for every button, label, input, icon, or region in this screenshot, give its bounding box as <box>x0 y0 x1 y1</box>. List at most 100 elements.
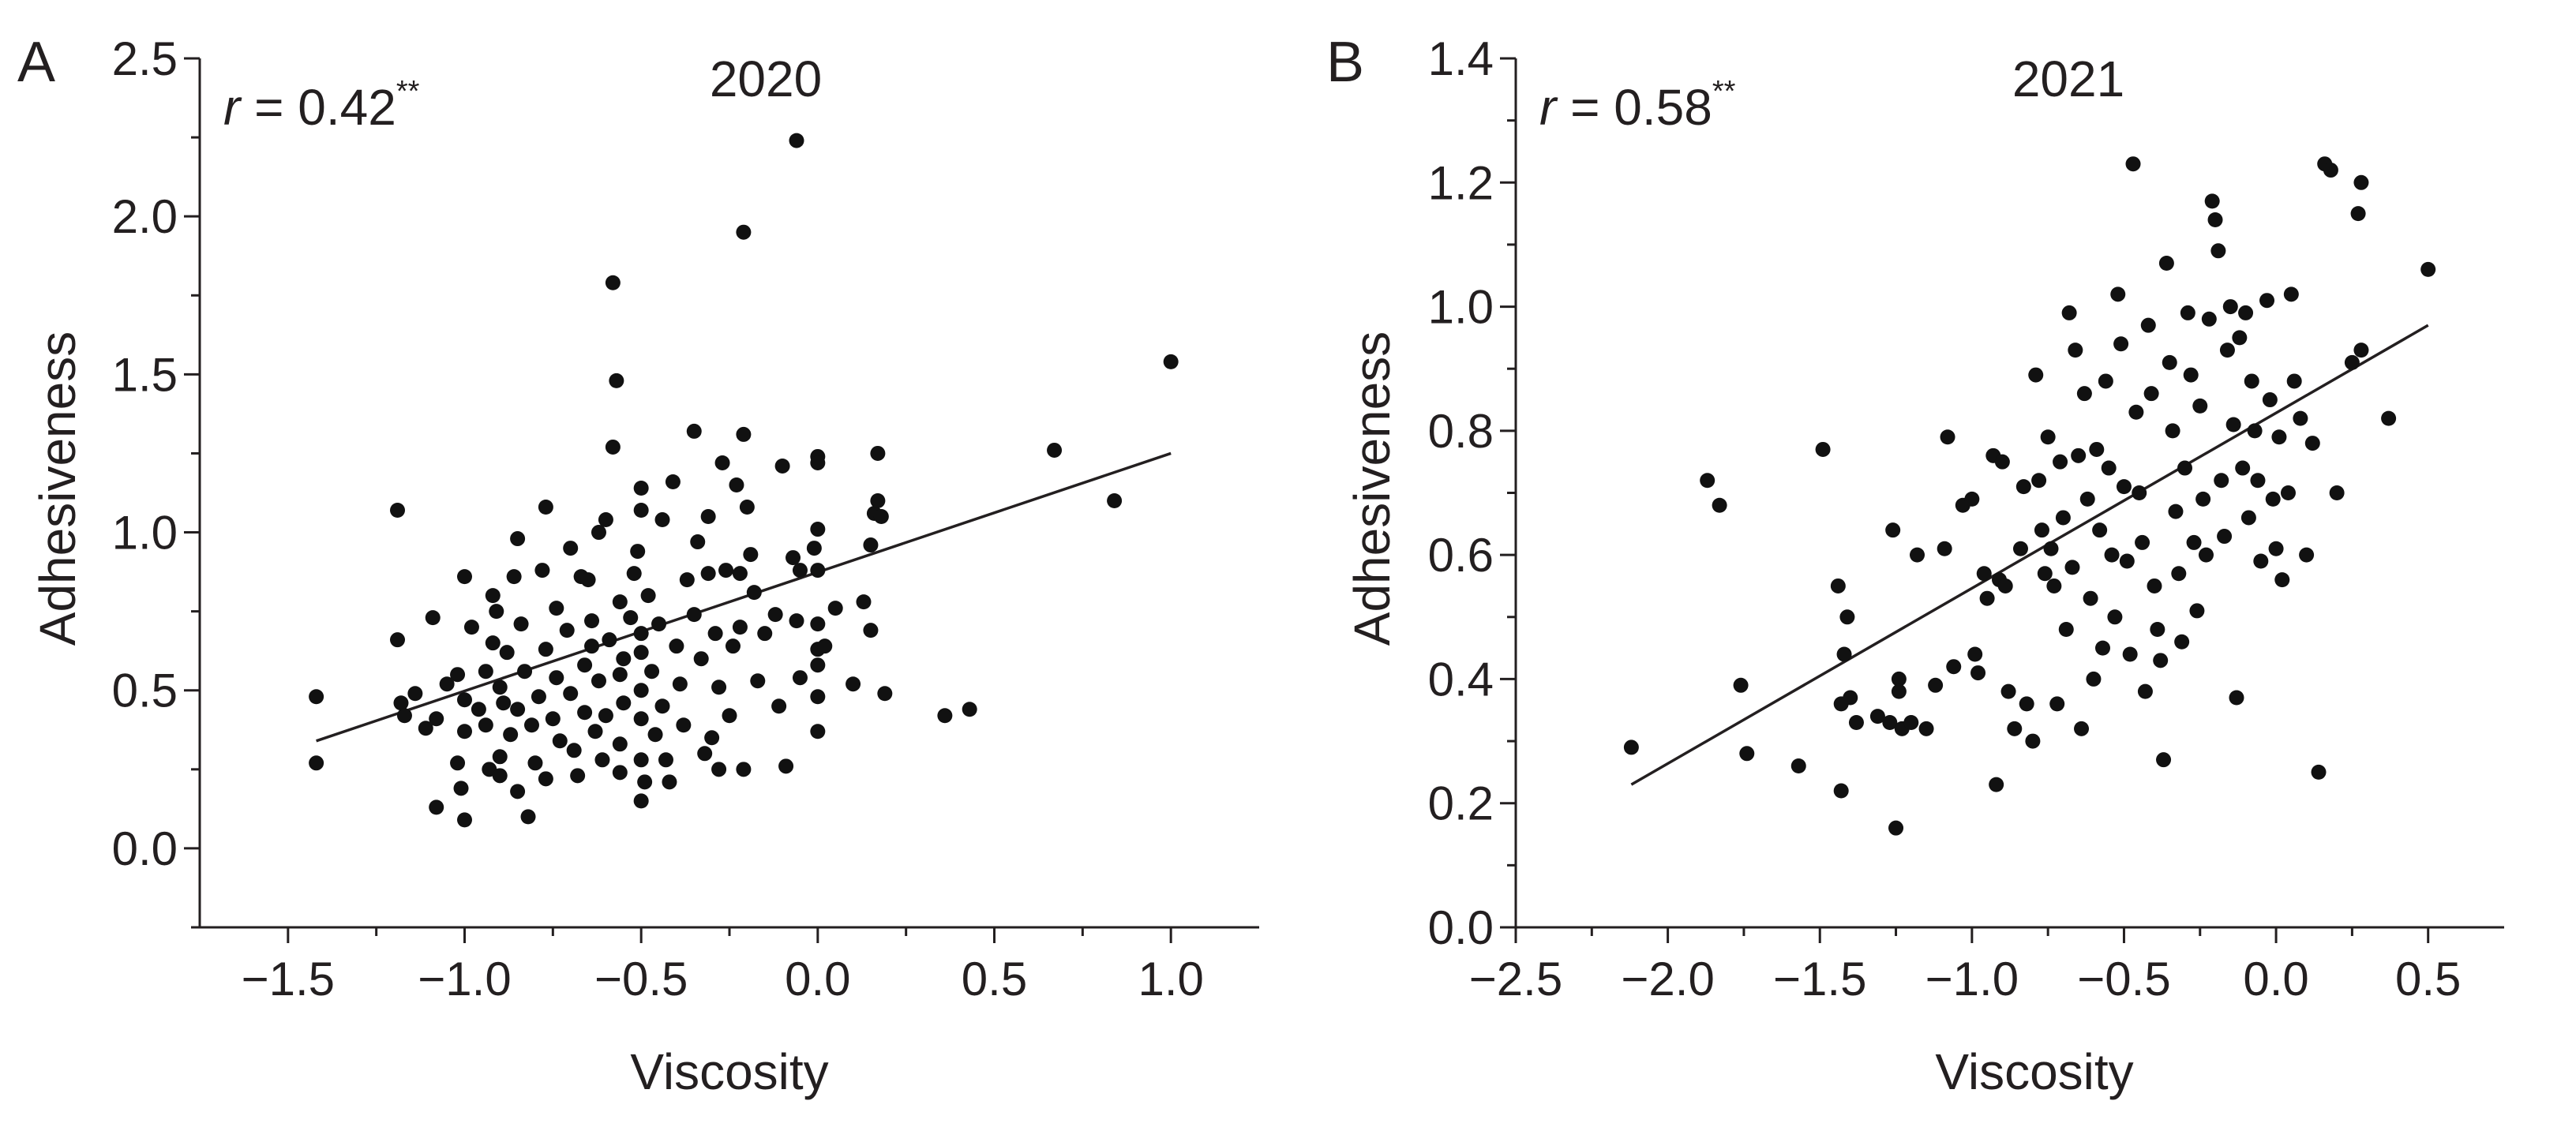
data-point-a <box>1163 354 1179 369</box>
data-point-a <box>697 746 713 762</box>
data-point-b <box>1989 777 2004 792</box>
data-point-a <box>1107 493 1123 509</box>
data-point-b <box>2076 386 2092 402</box>
data-point-a <box>877 686 893 702</box>
data-point-a <box>563 541 579 556</box>
data-point-b <box>2329 485 2345 500</box>
x-tick-label-b: −2.5 <box>1469 953 1562 1005</box>
x-tick-label-a: −1.0 <box>418 953 511 1005</box>
data-point-b <box>1964 491 1980 507</box>
data-point-b <box>2171 566 2187 582</box>
data-point-a <box>594 752 610 768</box>
data-point-a <box>700 509 716 525</box>
x-tick-label-b: −0.5 <box>2077 953 2170 1005</box>
data-point-b <box>1739 746 1755 762</box>
data-point-b <box>2034 522 2049 538</box>
data-point-a <box>616 651 632 667</box>
x-axis-label-a: Viscosity <box>630 1043 828 1100</box>
x-tick-label-b: 0.0 <box>2243 953 2308 1005</box>
data-point-b <box>2049 696 2065 712</box>
data-point-b <box>2350 206 2366 222</box>
data-point-a <box>729 477 744 492</box>
data-point-a <box>711 680 727 695</box>
data-point-a <box>563 686 579 702</box>
data-point-b <box>2107 609 2123 625</box>
data-point-b <box>1712 497 1727 513</box>
data-point-b <box>2046 578 2062 593</box>
data-point-a <box>496 695 512 711</box>
data-point-b <box>2064 560 2080 575</box>
data-point-a <box>612 736 628 752</box>
data-point-b <box>2204 193 2220 209</box>
y-tick-label-b: 0.2 <box>1428 777 1494 830</box>
data-point-b <box>2311 764 2327 780</box>
data-point-a <box>937 708 953 724</box>
data-point-b <box>2094 640 2110 656</box>
data-point-a <box>647 727 663 743</box>
data-point-b <box>1843 690 1858 706</box>
data-point-a <box>743 547 759 563</box>
y-tick-label-b: 0.0 <box>1428 901 1494 954</box>
data-point-b <box>2207 212 2223 227</box>
data-point-a <box>309 755 324 771</box>
data-point-a <box>789 133 804 148</box>
data-point-a <box>863 623 879 638</box>
data-point-a <box>390 503 406 519</box>
y-tick-label-a: 0.0 <box>112 822 178 875</box>
plot-area-a: −1.5 −1.0 −0.5 0.0 0.5 1.0 0.0 0.5 1.0 1.5 2.0 2.5 <box>112 32 1259 1005</box>
data-point-a <box>633 793 649 809</box>
data-point-b <box>2259 293 2275 309</box>
data-point-b <box>2058 622 2074 638</box>
data-point-a <box>510 702 526 717</box>
x-axis-label-b: Viscosity <box>1935 1043 2133 1100</box>
data-point-a <box>510 531 526 547</box>
data-point-b <box>2116 479 2132 495</box>
data-point-a <box>584 613 600 629</box>
data-point-b <box>2053 454 2068 470</box>
data-point-a <box>549 601 564 616</box>
y-axis-label-a: Adhesiveness <box>29 331 86 646</box>
data-point-a <box>616 695 632 711</box>
data-point-b <box>2025 733 2041 749</box>
chart-title-b: 2021 <box>2012 51 2124 107</box>
correlation-label-b: r = 0.58** <box>1539 75 1736 136</box>
data-point-b <box>2156 752 2172 768</box>
data-point-a <box>633 645 649 661</box>
data-point-b <box>2089 441 2105 457</box>
x-tick-label-b: 0.5 <box>2395 953 2461 1005</box>
data-point-a <box>517 664 533 680</box>
data-point-a <box>672 676 688 692</box>
data-point-a <box>810 563 826 578</box>
data-point-a <box>538 642 553 657</box>
data-point-a <box>457 692 472 708</box>
data-point-a <box>873 509 889 525</box>
data-point-a <box>644 664 660 680</box>
data-point-b <box>1928 677 1944 693</box>
data-point-a <box>633 683 649 698</box>
data-point-a <box>492 680 508 695</box>
data-point-a <box>722 708 737 724</box>
data-point-a <box>767 607 783 623</box>
data-point-b <box>2074 721 2090 736</box>
data-point-a <box>732 620 748 635</box>
data-point-b <box>2293 410 2308 426</box>
data-point-b <box>2055 510 2071 526</box>
data-point-a <box>407 686 423 702</box>
data-point-b <box>1997 578 2013 593</box>
data-point-b <box>2344 354 2360 370</box>
data-point-b <box>2286 373 2302 389</box>
x-tick-label-b: −1.5 <box>1773 953 1866 1005</box>
data-point-b <box>2262 392 2278 408</box>
data-point-b <box>1885 522 1901 538</box>
data-point-b <box>1891 671 1907 687</box>
x-tick-label-b: −2.0 <box>1621 953 1714 1005</box>
data-point-a <box>463 620 479 635</box>
data-point-b <box>2083 590 2098 606</box>
data-point-a <box>457 724 472 739</box>
data-point-a <box>714 455 730 470</box>
data-point-b <box>2198 547 2214 563</box>
data-point-a <box>757 626 773 642</box>
data-point-b <box>2061 305 2077 320</box>
data-point-b <box>2153 653 2169 668</box>
data-point-b <box>2007 721 2023 736</box>
